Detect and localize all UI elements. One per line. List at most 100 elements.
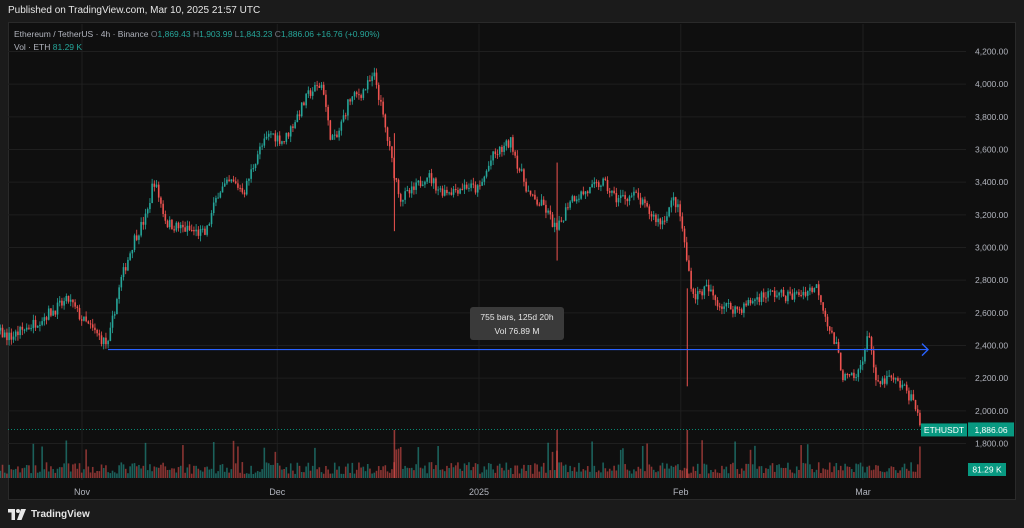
candle-body: [908, 390, 910, 401]
volume-bar: [347, 463, 349, 478]
candle-body: [248, 178, 250, 181]
volume-bar: [531, 473, 534, 478]
volume-bar: [43, 469, 46, 478]
candle-body: [127, 259, 129, 271]
y-tick-label: 2,600.00: [975, 308, 1008, 318]
candle-body: [551, 214, 554, 227]
volume-bar: [831, 472, 833, 478]
high-value: 1,903.99: [199, 29, 233, 39]
candle-body: [600, 185, 602, 187]
volume-bar: [50, 466, 52, 478]
candle-body: [593, 182, 596, 185]
volume-bar: [655, 472, 657, 478]
volume-bar: [778, 464, 780, 478]
candle-body: [287, 132, 290, 137]
volume-bar: [817, 462, 820, 478]
volume-bar: [538, 471, 541, 478]
candle-body: [50, 308, 52, 316]
volume-bar: [234, 463, 237, 478]
volume-bar: [184, 472, 186, 478]
candle-body: [677, 204, 679, 208]
candle-body: [54, 310, 57, 315]
candle-body: [525, 181, 527, 192]
volume-bar: [756, 468, 758, 478]
candle-body: [428, 173, 431, 178]
candle-body: [542, 199, 545, 205]
volume-bar: [91, 466, 94, 478]
candle-body: [204, 228, 206, 235]
volume-bar: [369, 468, 371, 478]
volume-bar: [208, 469, 211, 478]
candle-body: [461, 188, 464, 190]
candle-body: [793, 292, 796, 300]
candle-body: [331, 135, 334, 140]
candle-body: [652, 214, 655, 217]
candle-body: [355, 92, 358, 95]
candle-body: [358, 94, 360, 96]
volume-bar: [624, 464, 626, 478]
volume-bar: [336, 469, 338, 478]
volume-bar: [736, 469, 739, 478]
volume-bar: [318, 467, 321, 478]
volume-bar: [575, 471, 578, 478]
candle-body: [300, 102, 303, 117]
candle-body: [118, 287, 120, 300]
candle-body: [124, 267, 127, 271]
candle-body: [252, 168, 255, 170]
candle-body: [305, 93, 307, 106]
candle-layer: [0, 67, 921, 427]
volume-bar: [690, 472, 692, 478]
volume-bar: [844, 463, 846, 478]
volume-bar: [580, 471, 582, 478]
candle-body: [879, 381, 882, 384]
volume-bar: [641, 445, 644, 478]
volume-bar: [571, 471, 574, 478]
volume-bar: [408, 468, 411, 478]
volume-bar: [210, 468, 213, 478]
candle-body: [745, 303, 747, 306]
candle-body: [120, 277, 123, 288]
candle-body: [617, 198, 620, 203]
candle-body: [232, 179, 235, 182]
volume-bar: [903, 463, 906, 478]
chart-area[interactable]: [8, 22, 1016, 500]
volume-bar: [591, 441, 593, 478]
candle-body: [296, 114, 299, 123]
volume-bar: [912, 471, 915, 478]
candle-body: [39, 324, 41, 326]
candle-body: [10, 332, 13, 340]
volume-bar: [769, 465, 772, 478]
volume-bar: [503, 470, 505, 478]
volume-bar: [94, 472, 96, 478]
candle-body: [349, 99, 351, 102]
volume-bar: [285, 467, 288, 478]
candle-body: [815, 284, 818, 289]
candle-body: [263, 138, 266, 146]
candle-body: [166, 220, 169, 228]
candle-body: [72, 299, 74, 303]
volume-bar: [481, 472, 483, 478]
volume-bar: [747, 463, 750, 478]
candle-body: [340, 121, 343, 131]
volume-bar: [536, 464, 538, 478]
measure-label-line1: 755 bars, 125d 20h: [480, 312, 554, 322]
volume-bar: [828, 462, 831, 478]
candle-body: [732, 309, 734, 314]
volume-spike: [686, 430, 689, 478]
candle-body: [472, 183, 475, 185]
volume-bar: [263, 447, 266, 478]
candle-body: [861, 361, 864, 365]
candle-body: [369, 80, 371, 82]
volume-bar: [261, 469, 263, 478]
volume-bar: [633, 469, 635, 478]
candle-body: [21, 326, 24, 330]
volume-bar: [74, 463, 76, 478]
candle-body: [914, 399, 917, 410]
footer-brand[interactable]: TradingView: [31, 508, 90, 520]
volume-bar: [353, 473, 356, 478]
volume-bar: [864, 472, 866, 478]
volume-label: Vol · ETH: [14, 42, 51, 52]
volume-bar: [630, 473, 633, 478]
volume-bar: [28, 465, 30, 478]
